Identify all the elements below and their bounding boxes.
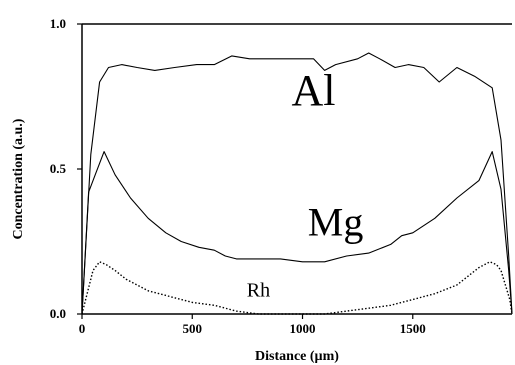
y-axis-label: Concentration (a.u.) (11, 118, 26, 239)
series-label-al: Al (292, 66, 336, 115)
axes: 0 500 1000 1500 0.0 0.5 1.0 (50, 16, 512, 336)
series-line-rh (81, 261, 513, 315)
y-tick-label: 0.5 (50, 161, 67, 176)
series-group (81, 52, 513, 315)
x-tick-label: 1500 (400, 321, 426, 336)
series-label-rh: Rh (247, 280, 270, 302)
x-tick-label: 1000 (290, 321, 316, 336)
series-label-mg: Mg (308, 200, 364, 245)
series-line-al (81, 52, 513, 315)
x-tick-label: 0 (79, 321, 86, 336)
labels-group: Al Mg Rh (247, 66, 364, 301)
x-tick-label: 500 (183, 321, 203, 336)
y-tick-label: 0.0 (50, 306, 66, 321)
series-line-mg (81, 151, 513, 315)
x-axis-label: Distance (µm) (255, 349, 339, 364)
y-tick-label: 1.0 (50, 16, 66, 31)
